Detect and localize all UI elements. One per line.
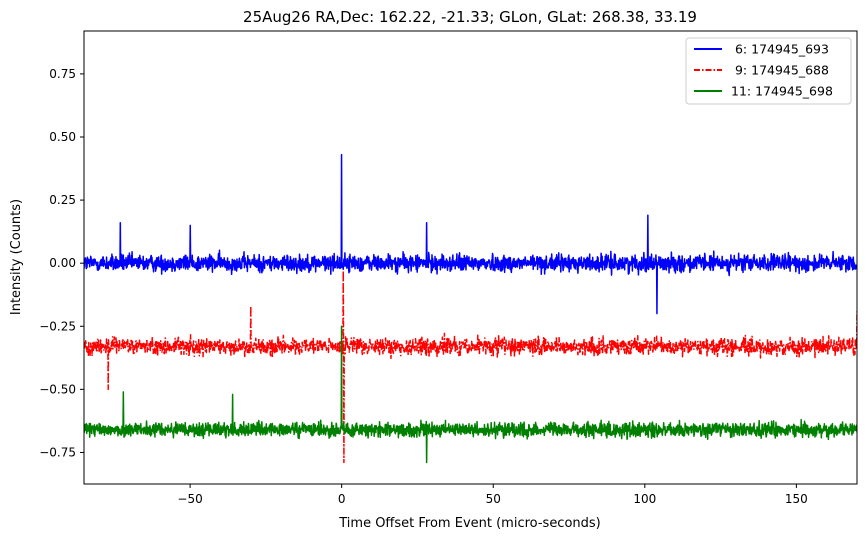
series-line-1 [84,153,857,315]
x-tick-label: 150 [785,492,808,506]
legend-label-1: 6: 174945_693 [731,42,829,57]
plot-area [83,30,858,485]
y-tick-label: 0.00 [49,256,76,270]
legend-label-2: 9: 174945_688 [731,63,829,78]
y-tick-label: 0.50 [49,130,76,144]
legend: 6: 174945_693 9: 174945_688 11: 174945_69… [685,37,852,105]
plot-frame [83,30,858,485]
y-tick-label: −0.50 [39,382,76,396]
legend-label-3: 11: 174945_698 [731,84,833,99]
legend-box [685,37,852,105]
chart-title: 25Aug26 RA,Dec: 162.22, -21.33; GLon, GL… [243,8,697,26]
series-line-2 [84,270,857,464]
x-tick-label: 50 [486,492,501,506]
y-axis-label: Intensity (Counts) [9,199,24,315]
x-axis-label: Time Offset From Event (micro-seconds) [338,516,601,531]
y-tick-label: −0.75 [39,445,76,459]
y-tick-label: 0.75 [49,67,76,81]
x-tick-label: 100 [633,492,656,506]
x-axis: −50 0 50 100 150 [177,484,808,506]
x-tick-label: −50 [177,492,202,506]
x-tick-label: 0 [338,492,346,506]
y-tick-label: 0.25 [49,193,76,207]
series-line-3 [84,325,857,464]
y-tick-label: −0.25 [39,319,76,333]
series-layer [84,153,857,464]
y-axis: −0.75 −0.50 −0.25 0.00 0.25 0.50 0.75 [39,67,84,459]
